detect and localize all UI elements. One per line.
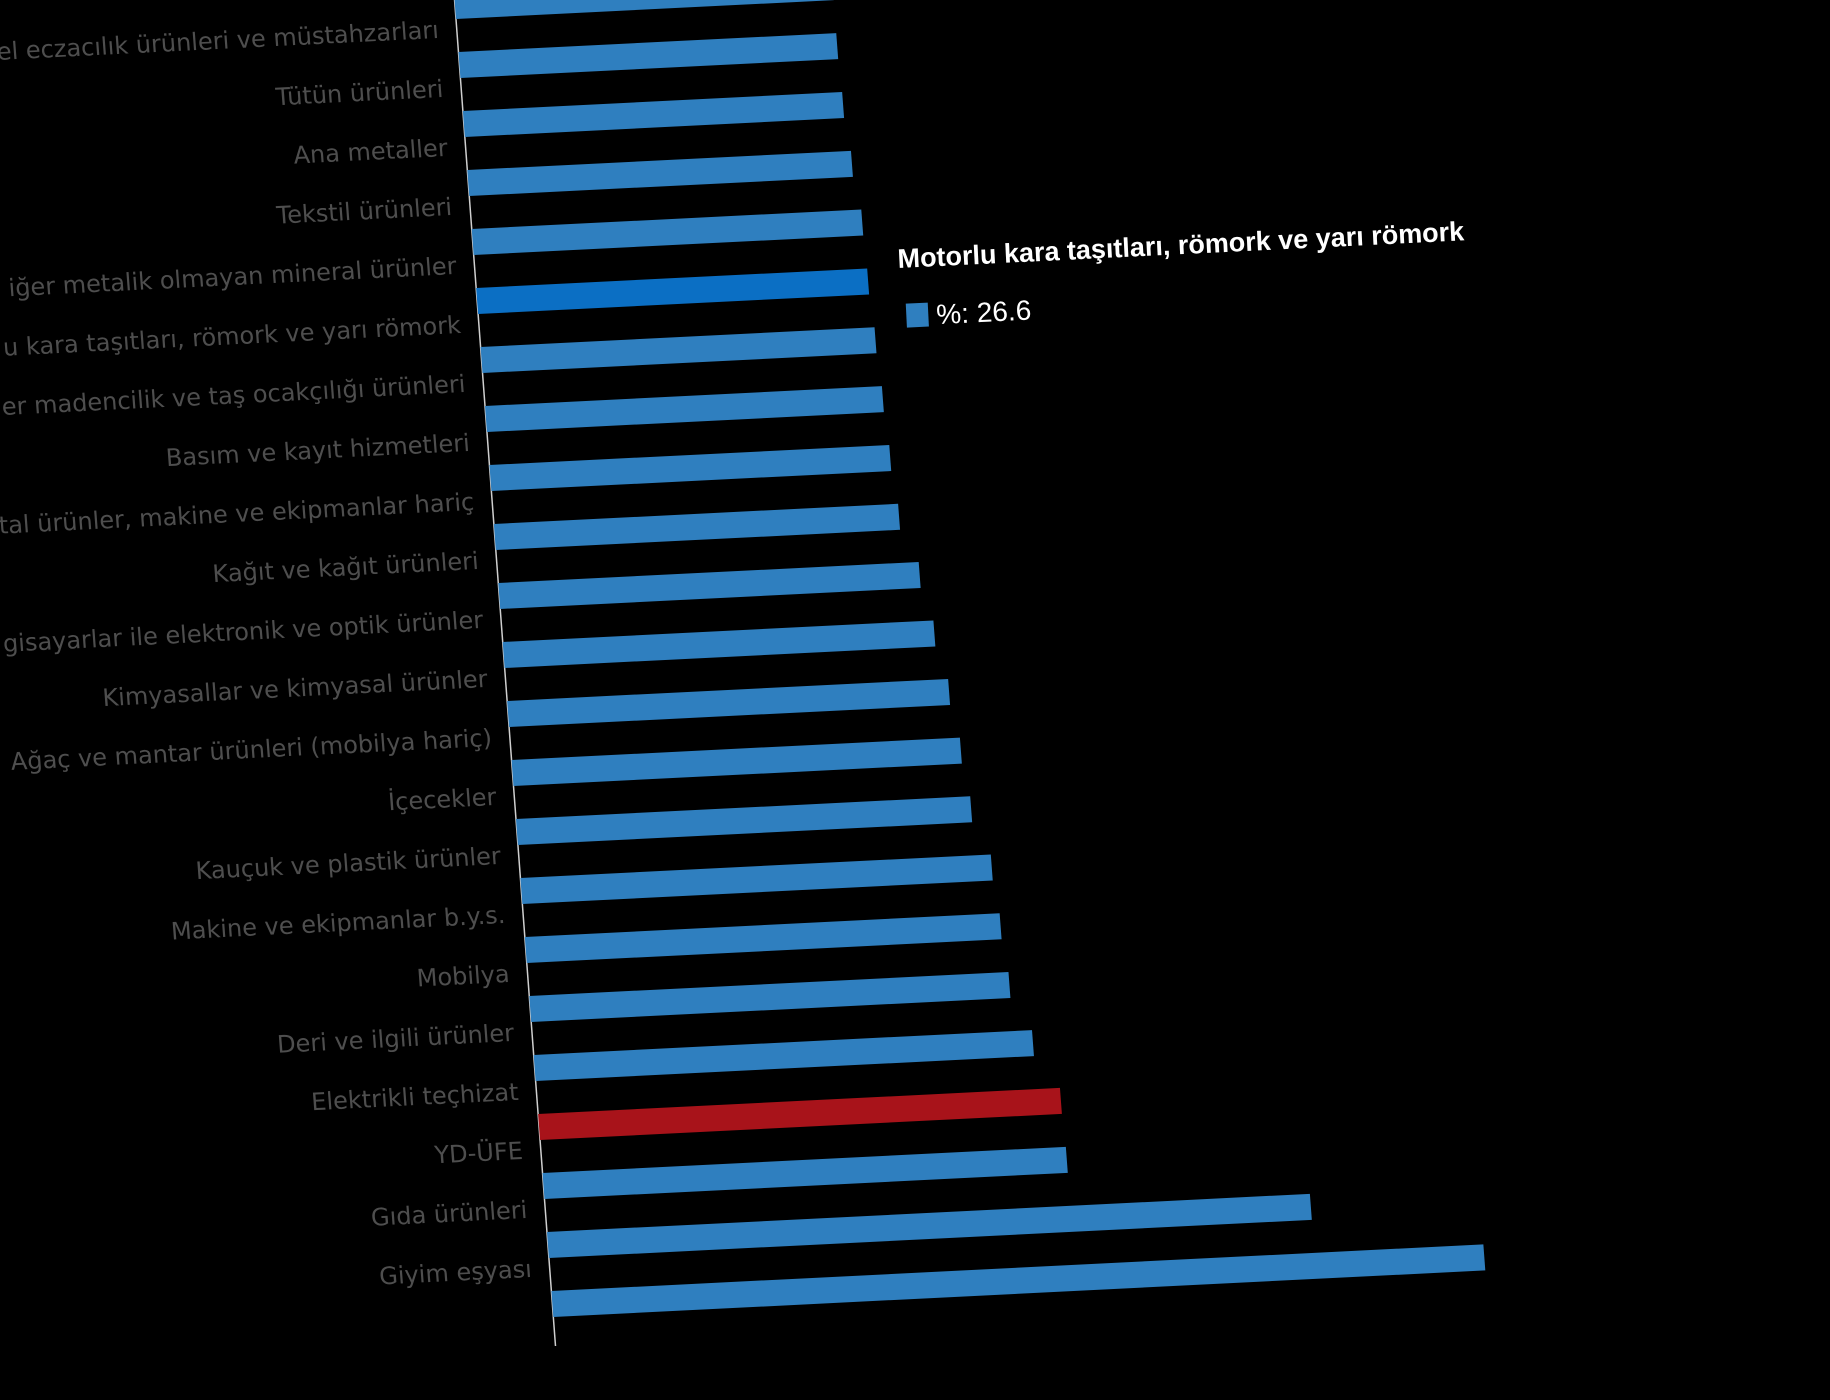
bar[interactable] — [480, 327, 877, 373]
bar[interactable] — [458, 33, 839, 78]
category-label: Basım ve kayıt hizmetleri — [165, 429, 471, 472]
category-label: gisayarlar ile elektronik ve optik ürünl… — [2, 606, 484, 658]
y-axis-line — [453, 0, 557, 1347]
bar[interactable] — [489, 445, 892, 491]
bar[interactable] — [467, 150, 853, 196]
category-label: Kauçuk ve plastik ürünler — [195, 842, 502, 885]
bar[interactable] — [520, 854, 993, 904]
category-label: YD-ÜFE — [432, 1136, 523, 1169]
tooltip-value: %: 26.6 — [936, 295, 1032, 331]
bar[interactable] — [551, 1244, 1486, 1317]
category-label: Ağaç ve mantar ürünleri (mobilya hariç) — [10, 724, 493, 776]
category-label: Tekstil ürünleri — [274, 193, 453, 230]
bar[interactable] — [511, 737, 962, 786]
category-label: Tütün ürünleri — [274, 75, 444, 111]
bar[interactable] — [471, 209, 864, 255]
category-label: Kağıt ve kağıt ürünleri — [212, 547, 480, 588]
plot-area: el eczacılık ürünleri ve müstahzarları Tü… — [0, 0, 1486, 1347]
category-label: el eczacılık ürünleri ve müstahzarları — [0, 16, 440, 66]
bars — [454, 0, 1486, 1317]
bar[interactable] — [462, 92, 845, 137]
bar[interactable] — [502, 620, 936, 668]
bar[interactable] — [546, 1193, 1312, 1258]
tooltip-swatch — [905, 302, 929, 328]
category-labels: el eczacılık ürünleri ve müstahzarları Tü… — [0, 16, 533, 1291]
bar[interactable] — [507, 678, 951, 727]
category-label: Gıda ürünleri — [370, 1196, 528, 1232]
tooltip: Motorlu kara taşıtları, römork ve yarı r… — [897, 216, 1466, 331]
bar[interactable] — [515, 796, 973, 845]
bar[interactable] — [533, 1030, 1034, 1081]
bar[interactable] — [476, 268, 870, 314]
category-label: iğer metalik olmayan mineral ürünler — [8, 252, 458, 302]
category-label: Giyim eşyası — [378, 1255, 532, 1291]
bar[interactable] — [498, 561, 921, 609]
category-label: Mobilya — [416, 960, 511, 993]
bar[interactable] — [493, 503, 901, 550]
category-label: u kara taşıtları, römork ve yarı römork — [2, 311, 462, 362]
category-label: Makine ve ekipmanlar b.y.s. — [170, 901, 506, 946]
tooltip-title: Motorlu kara taşıtları, römork ve yarı r… — [897, 216, 1466, 274]
bar[interactable] — [524, 913, 1002, 963]
category-label: İçecekler — [387, 782, 497, 816]
category-label: er madencilik ve taş ocakçılığı ürünleri — [1, 370, 467, 421]
category-label: etal ürünler, makine ve ekipmanlar hariç — [0, 488, 475, 540]
bar[interactable] — [542, 1146, 1068, 1199]
bar[interactable] — [538, 1087, 1062, 1140]
bar[interactable] — [485, 386, 884, 432]
bar[interactable] — [529, 972, 1011, 1022]
category-label: Elektrikli teçhizat — [310, 1078, 519, 1116]
category-label: Kimyasallar ve kimyasal ürünler — [101, 665, 488, 712]
category-label: Ana metaller — [292, 134, 448, 170]
bar[interactable] — [454, 0, 834, 19]
category-label: Deri ve ilgili ürünler — [276, 1019, 515, 1059]
